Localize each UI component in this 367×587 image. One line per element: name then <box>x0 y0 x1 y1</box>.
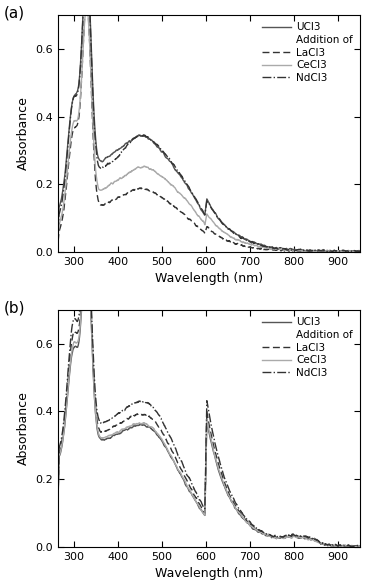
Text: (a): (a) <box>4 6 25 21</box>
X-axis label: Wavelength (nm): Wavelength (nm) <box>155 272 263 285</box>
Legend: UCl3, Addition of, LaCl3, CeCl3, NdCl3: UCl3, Addition of, LaCl3, CeCl3, NdCl3 <box>259 21 355 85</box>
Y-axis label: Absorbance: Absorbance <box>17 392 30 465</box>
Y-axis label: Absorbance: Absorbance <box>17 96 30 170</box>
Text: (b): (b) <box>4 301 25 316</box>
X-axis label: Wavelength (nm): Wavelength (nm) <box>155 567 263 580</box>
Legend: UCl3, Addition of, LaCl3, CeCl3, NdCl3: UCl3, Addition of, LaCl3, CeCl3, NdCl3 <box>259 315 355 380</box>
